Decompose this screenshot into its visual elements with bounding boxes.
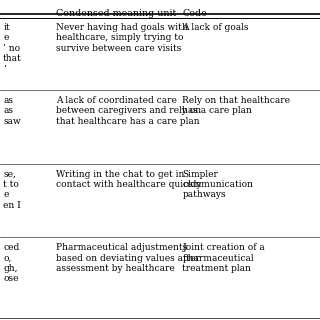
Text: Pharmaceutical adjustments
based on deviating values after
assessment by healthc: Pharmaceutical adjustments based on devi… <box>56 243 200 273</box>
Text: A lack of coordinated care
between caregivers and rely on
that healthcare has a : A lack of coordinated care between careg… <box>56 96 201 126</box>
Text: se,
t to
e
en I: se, t to e en I <box>3 170 21 210</box>
Text: Rely on that healthcare
has a care plan: Rely on that healthcare has a care plan <box>182 96 291 116</box>
Text: Simpler
communication
pathways: Simpler communication pathways <box>182 170 253 199</box>
Text: ced
o,
gh,
ose: ced o, gh, ose <box>3 243 20 284</box>
Text: Code: Code <box>182 9 207 18</box>
Text: Joint creation of a
pharmaceutical
treatment plan: Joint creation of a pharmaceutical treat… <box>182 243 265 273</box>
Text: as
as
saw: as as saw <box>3 96 21 126</box>
Text: Writing in the chat to get in
contact with healthcare quickly: Writing in the chat to get in contact wi… <box>56 170 202 189</box>
Text: Condensed meaning unit: Condensed meaning unit <box>56 9 176 18</box>
Text: A lack of goals: A lack of goals <box>182 23 249 32</box>
Text: Never having had goals with
healthcare, simply trying to
survive between care vi: Never having had goals with healthcare, … <box>56 23 188 53</box>
Text: it
e
’ no
that
’: it e ’ no that ’ <box>3 23 22 74</box>
